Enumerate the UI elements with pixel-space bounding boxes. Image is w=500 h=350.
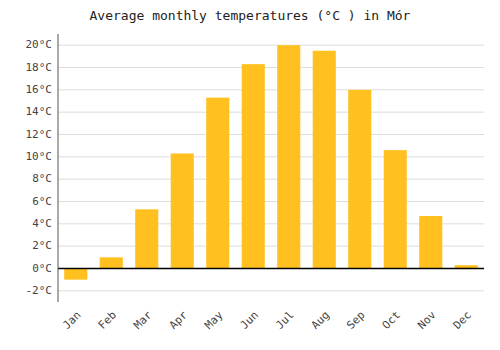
grid-line: [58, 89, 484, 90]
x-tick-label: Jul: [273, 309, 296, 332]
bar: [384, 150, 407, 268]
y-tick-label: 12°C: [26, 128, 53, 141]
grid-line: [58, 268, 484, 269]
bar: [313, 51, 336, 269]
y-tick-label: 18°C: [26, 61, 53, 74]
grid-line: [58, 179, 484, 180]
y-tick-label: 8°C: [32, 172, 52, 185]
bar: [348, 90, 371, 269]
x-tick-label: Nov: [415, 308, 439, 332]
bar: [171, 153, 194, 268]
bar: [100, 257, 123, 268]
bar: [277, 45, 300, 268]
y-tick-label: -2°C: [26, 284, 53, 297]
bar: [135, 209, 158, 268]
x-tick-label: Apr: [167, 308, 191, 332]
y-tick-label: 20°C: [26, 38, 53, 51]
grid-line: [58, 201, 484, 202]
grid-line: [58, 156, 484, 157]
grid-line: [58, 45, 484, 46]
x-tick-label: Sep: [344, 309, 367, 332]
grid-line: [58, 134, 484, 135]
grid-line: [58, 112, 484, 113]
x-tick-label: Dec: [451, 309, 474, 332]
y-tick-label: 0°C: [32, 262, 52, 275]
grid: [58, 45, 484, 291]
bar: [242, 64, 265, 268]
y-tick-label: 14°C: [26, 105, 53, 118]
x-tick-label: Mar: [131, 308, 155, 332]
y-ticks: -2°C 0°C 2°C 4°C 6°C 8°C 10°C 12°C 14°C 16°C 18°C 2…: [26, 38, 53, 297]
y-tick-label: 4°C: [32, 217, 52, 230]
x-tick-label: Jun: [238, 309, 261, 332]
x-tick-label: Jan: [60, 309, 83, 332]
bar: [64, 269, 87, 280]
chart: -2°C 0°C 2°C 4°C 6°C 8°C 10°C 12°C 14°C 16°C 18°C 2…: [0, 0, 500, 350]
y-tick-label: 6°C: [32, 195, 52, 208]
bars: [64, 45, 478, 279]
y-tick-label: 2°C: [32, 239, 52, 252]
y-tick-label: 10°C: [26, 150, 53, 163]
x-tick-label: Oct: [380, 309, 403, 332]
bar: [419, 216, 442, 268]
x-tick-label: May: [202, 308, 226, 332]
zero-line: [58, 268, 484, 270]
bar: [206, 98, 229, 269]
x-tick-label: Aug: [309, 309, 332, 332]
grid-line: [58, 67, 484, 68]
y-tick-label: 16°C: [26, 83, 53, 96]
x-ticks: Jan Feb Mar Apr May Jun Jul Aug Sep Oct Nov Dec: [60, 308, 474, 332]
title: Average monthly temperatures (°C ) in Mó…: [90, 8, 411, 23]
grid-line: [58, 290, 484, 291]
x-tick-label: Feb: [96, 309, 119, 332]
y-axis-line: [58, 34, 59, 302]
